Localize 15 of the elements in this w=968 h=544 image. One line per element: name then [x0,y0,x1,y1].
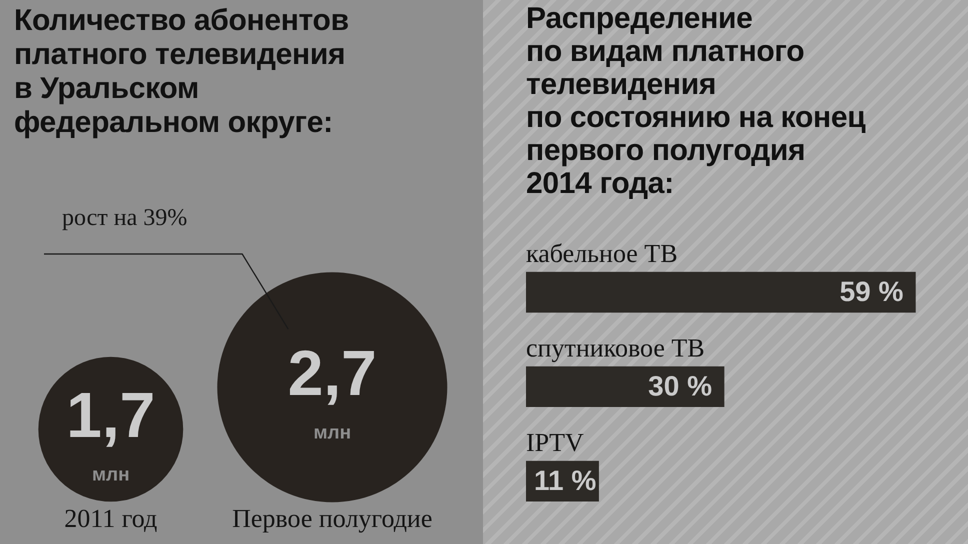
y-tick-label: спутниковое ТВ [526,334,705,363]
chart-title: Распределение по видам платного телевидения по состоянию на конец первого полугодия 2014 года: [526,2,866,200]
text: млн [92,464,130,486]
data-label: 59 % [840,276,904,307]
data-label: 11 % [534,464,596,496]
category-label: Первое полугодие [232,504,432,534]
y-tick-label: IPTV [526,428,584,457]
text: Количество абонентов платного телевидения в Уральском федеральном округе: [14,4,349,140]
y-tick-label: кабельное ТВ [526,239,678,268]
data-label: 30 % [648,370,712,402]
category-label: 2011 год [64,504,158,534]
text: рост на 39% [62,205,188,231]
text: млн [313,422,352,444]
data-label: 1,7 [66,378,156,451]
data-label: 2,7 [288,336,377,409]
